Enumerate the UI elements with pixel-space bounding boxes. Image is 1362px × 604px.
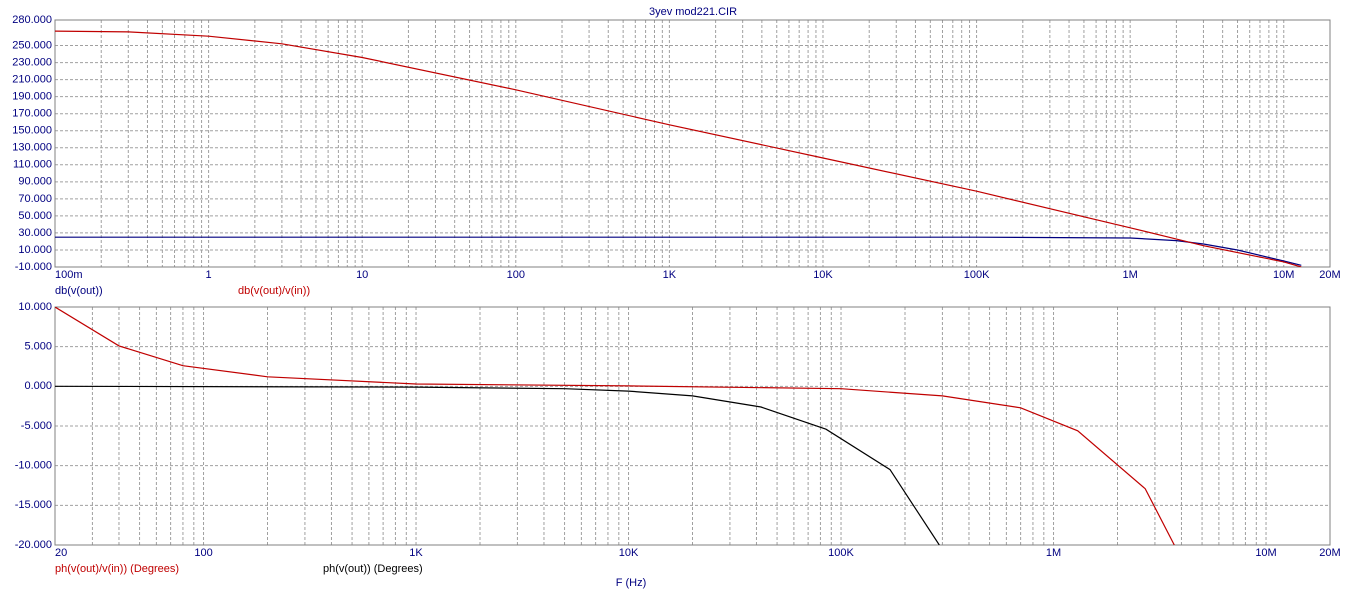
- x-tick-label: 10K: [813, 269, 833, 281]
- x-tick-label: 10K: [619, 547, 639, 559]
- legend-label: ph(v(out)) (Degrees): [323, 563, 423, 575]
- y-tick-label: 30.000: [18, 227, 52, 239]
- plot-frame: [54, 306, 1331, 546]
- x-tick-label: 100K: [964, 269, 990, 281]
- legend-label: db(v(out)/v(in)): [238, 285, 310, 297]
- y-tick-label: 10.000: [18, 301, 52, 313]
- x-tick-label: 1: [206, 269, 212, 281]
- y-tick-label: 0.000: [24, 380, 52, 392]
- x-tick-label: 10: [356, 269, 368, 281]
- y-tick-label: 70.000: [18, 193, 52, 205]
- x-axis-label: F (Hz): [616, 577, 647, 589]
- series-line: [55, 385, 940, 545]
- chart-title: 3yev mod221.CIR: [649, 6, 737, 18]
- y-tick-label: 10.000: [18, 244, 52, 256]
- x-tick-label: 1M: [1123, 269, 1138, 281]
- x-tick-label: 10M: [1255, 547, 1276, 559]
- y-tick-label: 5.000: [24, 341, 52, 353]
- legend-label: db(v(out)): [55, 285, 103, 297]
- x-tick-label: 100: [507, 269, 525, 281]
- plot-frame: [54, 19, 1331, 268]
- x-tick-label: 10M: [1273, 269, 1294, 281]
- y-tick-label: 210.000: [12, 74, 52, 86]
- legend-label: ph(v(out)/v(in)) (Degrees): [55, 563, 179, 575]
- y-tick-label: 150.000: [12, 125, 52, 137]
- series-line: [55, 30, 1302, 267]
- x-tick-label: 1M: [1046, 547, 1061, 559]
- y-tick-label: 280.000: [12, 14, 52, 26]
- y-tick-label: 170.000: [12, 108, 52, 120]
- y-tick-label: 110.000: [13, 159, 52, 171]
- y-tick-label: 230.000: [12, 56, 52, 68]
- x-tick-label: 20: [55, 547, 67, 559]
- y-tick-label: -10.000: [15, 460, 52, 472]
- series-line: [55, 236, 1302, 266]
- x-tick-label: 20M: [1319, 547, 1340, 559]
- y-tick-label: 190.000: [12, 91, 52, 103]
- y-tick-label: -20.000: [15, 539, 52, 551]
- x-tick-label: 100m: [55, 269, 83, 281]
- x-tick-label: 20M: [1319, 269, 1340, 281]
- y-tick-label: 50.000: [18, 210, 52, 222]
- y-tick-label: 90.000: [18, 176, 52, 188]
- x-tick-label: 100: [194, 547, 212, 559]
- y-tick-label: -15.000: [15, 499, 52, 511]
- y-tick-label: 130.000: [12, 142, 52, 154]
- x-tick-label: 1K: [663, 269, 677, 281]
- y-tick-label: -5.000: [21, 420, 52, 432]
- x-tick-label: 1K: [409, 547, 423, 559]
- series-line: [55, 307, 1175, 545]
- x-tick-label: 100K: [828, 547, 854, 559]
- y-tick-label: 250.000: [12, 39, 52, 51]
- y-tick-label: -10.000: [15, 261, 52, 273]
